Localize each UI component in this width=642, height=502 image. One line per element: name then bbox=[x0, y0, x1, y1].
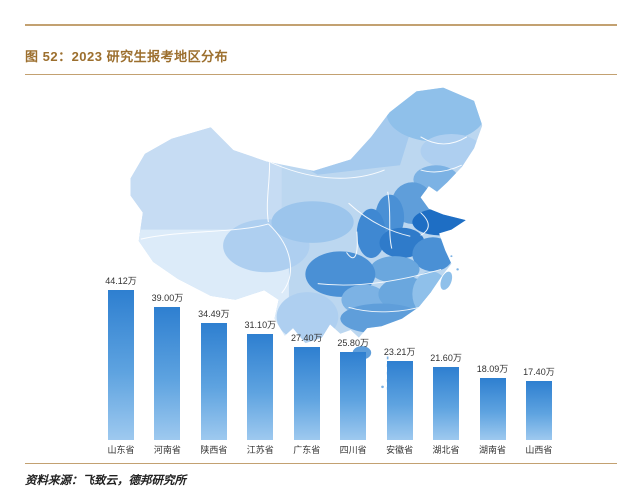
bar-category-label: 安徽省 bbox=[386, 445, 414, 455]
bar-group: 27.40万 广东省 bbox=[284, 331, 330, 456]
bar bbox=[433, 367, 460, 440]
bar-value-label: 21.60万 bbox=[430, 353, 462, 363]
bar-group: 18.09万 湖南省 bbox=[470, 362, 516, 456]
bar bbox=[200, 323, 227, 440]
bar bbox=[386, 361, 413, 440]
bar-category-label: 山西省 bbox=[525, 445, 553, 455]
figure-title: 图 52：2023 研究生报考地区分布 bbox=[25, 49, 229, 64]
bar-category-label: 四川省 bbox=[339, 445, 367, 455]
bar-group: 34.49万 陕西省 bbox=[191, 307, 237, 456]
bar-value-label: 31.10万 bbox=[244, 320, 277, 330]
chart-area: 44.12万 山东省 39.00万 河南省 34.49万 陕西省 31.10万 江苏省 27.4… bbox=[0, 76, 642, 462]
bar bbox=[293, 347, 320, 440]
bar bbox=[108, 290, 134, 440]
bar-value-label: 23.21万 bbox=[383, 347, 416, 357]
map-province-borders bbox=[140, 136, 468, 313]
china-choropleth-map bbox=[130, 87, 483, 395]
bar bbox=[340, 352, 367, 440]
bar bbox=[154, 307, 181, 440]
bar-category-label: 山东省 bbox=[107, 445, 135, 455]
bar-category-label: 湖北省 bbox=[432, 445, 460, 455]
bar-category-label: 广东省 bbox=[293, 445, 321, 455]
bar-category-label: 河南省 bbox=[153, 445, 181, 455]
bar-group: 44.12万 山东省 bbox=[98, 274, 144, 456]
bar-group: 23.21万 安徽省 bbox=[377, 345, 423, 456]
source-note: 资料来源：飞致云，德邦研究所 bbox=[25, 475, 186, 487]
bar bbox=[479, 378, 506, 440]
title-divider bbox=[25, 74, 617, 75]
bottom-divider bbox=[25, 463, 617, 464]
bar-chart: 44.12万 山东省 39.00万 河南省 34.49万 陕西省 31.10万 江苏省 27.4… bbox=[98, 274, 562, 456]
bar-group: 25.80万 四川省 bbox=[330, 336, 376, 456]
bar-category-label: 江苏省 bbox=[246, 445, 274, 455]
bar-value-label: 25.80万 bbox=[337, 338, 369, 348]
bar-group: 31.10万 江苏省 bbox=[237, 318, 283, 456]
bar-category-label: 陕西省 bbox=[200, 445, 228, 455]
bar bbox=[247, 334, 274, 440]
bar-group: 21.60万 湖北省 bbox=[423, 351, 469, 456]
bar-value-label: 39.00万 bbox=[151, 293, 184, 303]
bar-value-label: 18.09万 bbox=[476, 364, 509, 374]
bar-value-label: 17.40万 bbox=[523, 367, 555, 377]
bar-category-label: 湖南省 bbox=[478, 445, 506, 455]
bar-value-label: 34.49万 bbox=[198, 309, 230, 319]
bar-group: 17.40万 山西省 bbox=[516, 365, 562, 456]
bar-group: 39.00万 河南省 bbox=[144, 291, 190, 456]
bar bbox=[525, 381, 552, 440]
bar-value-label: 27.40万 bbox=[290, 333, 323, 343]
top-divider bbox=[25, 24, 617, 26]
bar-value-label: 44.12万 bbox=[105, 276, 137, 286]
